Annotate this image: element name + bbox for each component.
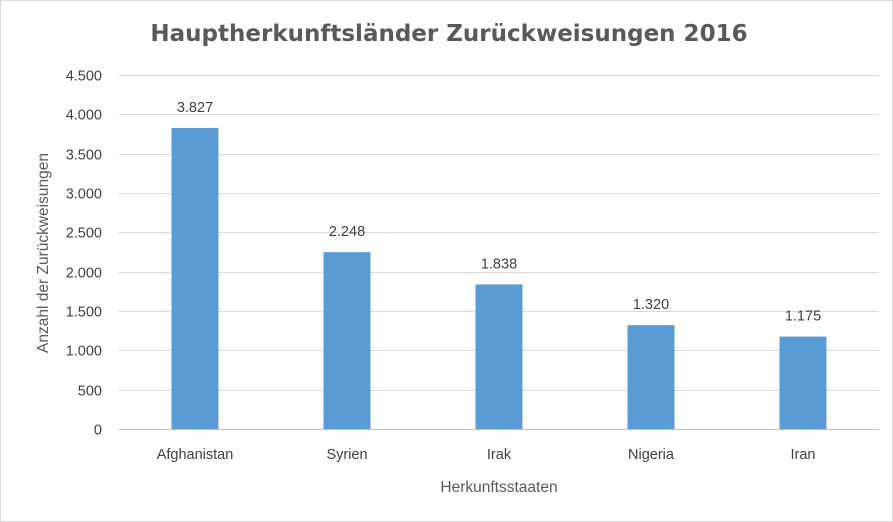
y-axis-ticks: 0 500 1.000 1.500 2.000 2.500 3.000 3.500 4.000 4… <box>66 69 102 439</box>
data-labels: 3.827 2.248 1.838 1.320 1.175 <box>177 100 821 325</box>
x-category-label: Afghanistan <box>157 447 234 463</box>
x-axis-categories: Afghanistan Syrien Irak Nigeria Iran <box>157 447 816 463</box>
y-tick-label: 1.500 <box>66 305 102 321</box>
y-tick-label: 0 <box>94 423 102 439</box>
bars <box>171 127 827 430</box>
y-tick-label: 500 <box>78 384 102 400</box>
bar <box>779 336 827 429</box>
y-tick-label: 1.000 <box>66 344 102 360</box>
x-axis-title: Herkunftsstaaten <box>440 479 557 496</box>
bar <box>171 127 219 430</box>
y-tick-label: 4.500 <box>66 69 102 85</box>
data-label: 1.320 <box>633 297 669 313</box>
y-tick-label: 3.500 <box>66 148 102 164</box>
y-axis-title: Anzahl der Zurückweisungen <box>35 153 52 353</box>
bar <box>475 284 523 429</box>
gridlines <box>119 75 879 430</box>
y-tick-label: 2.000 <box>66 266 102 282</box>
x-category-label: Syrien <box>326 447 367 463</box>
data-label: 2.248 <box>329 224 365 240</box>
y-tick-label: 4.000 <box>66 108 102 124</box>
x-category-label: Irak <box>487 447 512 463</box>
y-tick-label: 2.500 <box>66 226 102 242</box>
bar <box>323 252 371 429</box>
data-label: 3.827 <box>177 100 213 116</box>
data-label: 1.838 <box>481 256 517 272</box>
x-category-label: Iran <box>791 447 816 463</box>
data-label: 1.175 <box>785 309 821 325</box>
chart-title: Hauptherkunftsländer Zurückweisungen 201… <box>150 21 747 47</box>
x-category-label: Nigeria <box>628 447 675 463</box>
y-tick-label: 3.000 <box>66 187 102 203</box>
bar <box>627 325 675 429</box>
